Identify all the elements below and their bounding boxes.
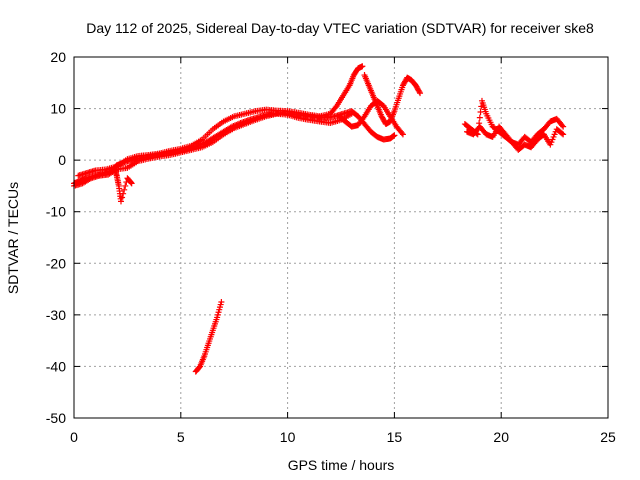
- data-point: [128, 180, 135, 187]
- data-point: [120, 190, 127, 197]
- y-tick-label: 0: [58, 152, 66, 168]
- series-track-g: [192, 298, 225, 375]
- series-track-a: [71, 108, 398, 187]
- x-axis-label: GPS time / hours: [288, 457, 395, 473]
- series-track-f: [111, 164, 135, 205]
- data-points: [71, 63, 567, 375]
- data-point: [559, 122, 566, 129]
- data-point: [119, 194, 126, 201]
- data-point: [476, 114, 483, 121]
- data-point: [359, 63, 366, 70]
- data-point: [559, 130, 566, 137]
- series-track-i: [464, 123, 567, 153]
- series-track-e: [335, 97, 406, 138]
- x-tick-label: 10: [280, 429, 296, 445]
- y-tick-label: -30: [46, 307, 66, 323]
- y-tick-label: -50: [46, 410, 66, 426]
- data-point: [399, 131, 406, 138]
- data-point: [127, 179, 134, 186]
- x-tick-label: 20: [493, 429, 509, 445]
- data-point: [121, 186, 128, 193]
- data-point: [117, 198, 124, 205]
- series-track-b: [75, 63, 366, 179]
- y-axis-label: SDTVAR / TECUs: [5, 182, 21, 294]
- x-tick-label: 25: [600, 429, 616, 445]
- data-point: [218, 298, 225, 305]
- y-tick-label: 10: [50, 101, 66, 117]
- x-tick-label: 0: [70, 429, 78, 445]
- data-point: [560, 131, 567, 138]
- axis-ticks: 0 5 10 15 20 25 -50 -40 -30 -20 -10 0 10 20: [46, 49, 616, 445]
- y-tick-label: -40: [46, 358, 66, 374]
- series-track-c: [71, 110, 355, 189]
- data-point: [560, 123, 567, 130]
- y-tick-label: -20: [46, 255, 66, 271]
- data-point: [391, 132, 398, 139]
- data-point: [348, 110, 355, 117]
- grid-lines: [74, 57, 608, 418]
- x-tick-label: 5: [177, 429, 185, 445]
- data-point: [398, 130, 405, 137]
- data-point: [416, 88, 423, 95]
- y-tick-label: -10: [46, 204, 66, 220]
- data-point: [417, 90, 424, 97]
- data-point: [332, 104, 339, 111]
- x-tick-label: 15: [387, 429, 403, 445]
- plot-frame: [73, 56, 609, 419]
- series-track-h: [461, 97, 567, 148]
- y-tick-label: 20: [50, 49, 66, 65]
- chart-title: Day 112 of 2025, Sidereal Day-to-day VTE…: [86, 20, 594, 36]
- data-point: [122, 182, 129, 189]
